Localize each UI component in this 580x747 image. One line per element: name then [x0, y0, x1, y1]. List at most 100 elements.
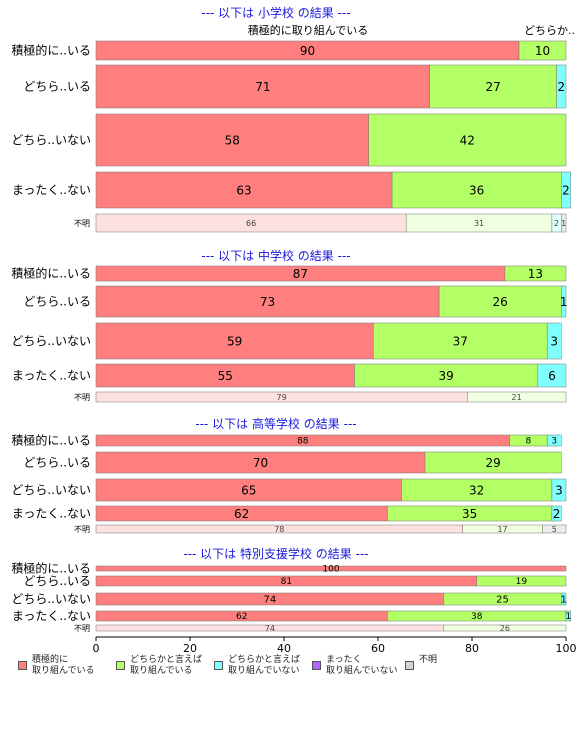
x-tick-label: 20 — [183, 642, 197, 655]
data-label: 100 — [322, 565, 339, 575]
bar-segment — [542, 524, 567, 534]
x-tick-label: 0 — [93, 642, 100, 655]
data-label: 65 — [241, 483, 256, 497]
legend-item: どちらかと言えば 取り組んでいない — [214, 655, 300, 677]
data-label: 79 — [277, 393, 287, 402]
row-label: 不明 — [74, 219, 90, 228]
bar-segment — [443, 624, 567, 632]
legend-label: まったく 取り組んでいない — [326, 655, 398, 676]
data-label: 74 — [264, 595, 277, 606]
row-label: まったく..ない — [12, 183, 91, 197]
data-label: 6 — [548, 369, 556, 383]
legend-item: 積極的に 取り組んでいる — [18, 655, 95, 677]
bar-segment — [95, 565, 567, 572]
bar-segment — [438, 285, 562, 318]
bar-segment — [476, 575, 567, 587]
data-label: 1 — [560, 595, 566, 606]
bar-segment — [95, 64, 430, 109]
row-label: どちら..いない — [11, 483, 91, 497]
x-tick-label: 40 — [277, 642, 291, 655]
data-label: 3 — [555, 483, 563, 497]
bar-segment — [561, 171, 571, 209]
data-label: 29 — [486, 456, 501, 470]
data-label: 19 — [516, 577, 528, 587]
row-label: どちら..いない — [11, 133, 91, 147]
data-label: 62 — [234, 507, 249, 521]
data-label: 81 — [281, 577, 292, 587]
data-label: 5 — [552, 525, 557, 534]
data-label: 73 — [260, 295, 275, 309]
x-tick-label: 80 — [465, 642, 479, 655]
data-label: 70 — [253, 456, 268, 470]
bar-segment — [561, 285, 567, 318]
data-label: 74 — [265, 624, 275, 633]
bar-segment — [504, 265, 567, 282]
row-label: 不明 — [74, 525, 90, 534]
bar-segment — [467, 391, 567, 403]
bar-segment — [551, 478, 567, 502]
data-label: 87 — [293, 267, 308, 281]
legend-item: どちらかと言えば 取り組んでいる — [116, 655, 202, 677]
legend-swatch — [405, 661, 414, 670]
data-label: 26 — [493, 295, 508, 309]
legend-swatch — [214, 661, 223, 670]
bar-segment — [565, 610, 571, 622]
row-label: どちら..いる — [23, 574, 91, 588]
bar-segment — [391, 171, 562, 209]
data-label: 27 — [486, 80, 501, 94]
bar-segment — [373, 322, 548, 360]
data-label: 8 — [526, 437, 532, 447]
row-label: 積極的に..いる — [11, 43, 91, 58]
bar-segment — [561, 592, 567, 606]
data-label: 36 — [469, 183, 484, 197]
row-label: どちら..いない — [11, 334, 91, 348]
data-label: 78 — [274, 525, 284, 534]
data-label: 63 — [236, 183, 251, 197]
row-label: どちら..いる — [23, 456, 91, 470]
bar-segment — [537, 363, 567, 388]
x-tick-label: 100 — [556, 642, 577, 655]
bar-segment — [95, 322, 374, 360]
data-label: 2 — [554, 219, 559, 228]
data-label: 42 — [460, 133, 475, 147]
data-label: 58 — [225, 133, 240, 147]
row-label: 積極的に..いる — [11, 266, 91, 281]
data-label: 2 — [557, 80, 565, 94]
bar-segment — [95, 171, 393, 209]
bar-segment — [518, 40, 567, 61]
chart-legend: 積極的に 取り組んでいる どちらかと言えば 取り組んでいる どちらかと言えば 取り組… — [0, 655, 580, 695]
bar-segment — [556, 64, 567, 109]
data-label: 90 — [300, 44, 315, 58]
bar-segment — [551, 505, 562, 522]
legend-swatch — [116, 661, 125, 670]
x-tick-label: 60 — [371, 642, 385, 655]
legend-item: 不明 — [405, 655, 437, 670]
legend-label: どちらかと言えば 取り組んでいる — [130, 655, 203, 676]
legend-swatch — [18, 661, 27, 670]
top-label-first: 積極的に取り組んでいる — [248, 23, 368, 37]
legend-label: 積極的に 取り組んでいる — [32, 655, 95, 676]
data-label: 55 — [218, 369, 233, 383]
bar-segment — [368, 113, 567, 167]
row-label: 積極的に..いる — [11, 433, 91, 448]
data-label: 2 — [553, 507, 561, 521]
data-label: 35 — [462, 507, 477, 521]
data-label: 21 — [512, 393, 522, 402]
data-label: 62 — [236, 612, 247, 622]
legend-label: どちらかと言えば 取り組んでいない — [228, 655, 301, 676]
data-label: 2 — [562, 183, 570, 197]
bar-segment — [561, 213, 567, 233]
data-label: 17 — [497, 525, 507, 534]
data-label: 39 — [439, 369, 454, 383]
bar-segment — [95, 285, 440, 318]
data-label: 25 — [496, 595, 509, 606]
data-label: 88 — [297, 437, 309, 447]
legend-label: 不明 — [419, 655, 438, 665]
data-label: 37 — [453, 334, 468, 348]
data-label: 1 — [560, 295, 568, 309]
data-label: 32 — [469, 483, 484, 497]
data-label: 31 — [474, 219, 484, 228]
row-label: どちら..いない — [11, 592, 91, 606]
top-label-second: どちらか.. — [524, 24, 575, 37]
